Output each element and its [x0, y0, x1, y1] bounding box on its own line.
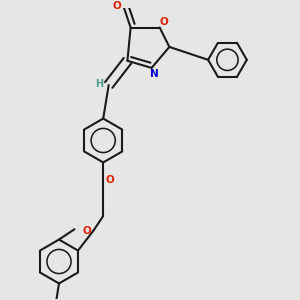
Text: N: N [150, 69, 159, 79]
Text: O: O [106, 175, 114, 185]
Text: O: O [113, 1, 122, 11]
Text: O: O [159, 17, 168, 27]
Text: O: O [83, 226, 92, 236]
Text: H: H [96, 79, 104, 89]
